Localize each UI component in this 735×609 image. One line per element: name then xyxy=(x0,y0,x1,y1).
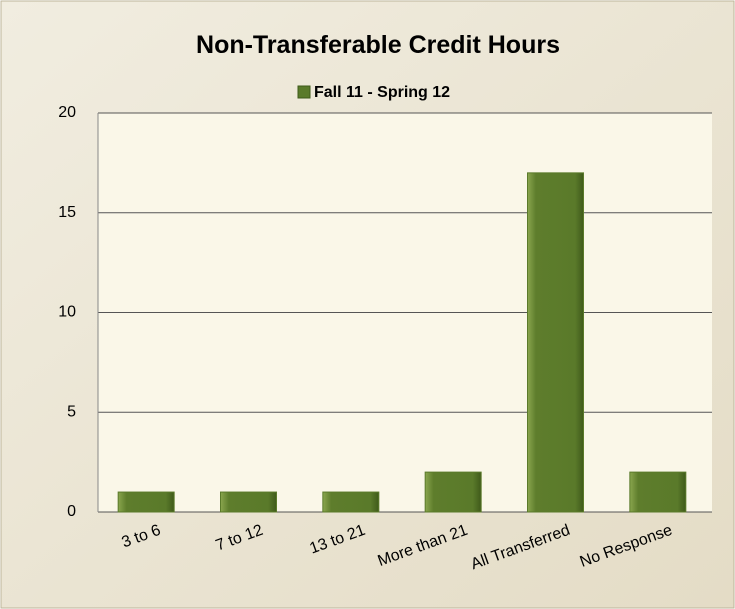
y-tick-label: 10 xyxy=(58,304,76,321)
bar xyxy=(220,491,277,513)
y-tick-label: 20 xyxy=(58,104,76,121)
chart-title: Non-Transferable Credit Hours xyxy=(196,31,560,59)
legend-label: Fall 11 - Spring 12 xyxy=(314,84,450,101)
bar xyxy=(117,491,175,513)
legend-swatch xyxy=(297,85,311,99)
bar xyxy=(629,471,687,513)
y-tick-label: 15 xyxy=(58,204,76,221)
bar xyxy=(527,172,584,513)
bar xyxy=(322,491,380,513)
y-tick-label: 5 xyxy=(67,403,76,420)
bar xyxy=(424,471,482,513)
y-tick-label: 0 xyxy=(67,503,76,520)
